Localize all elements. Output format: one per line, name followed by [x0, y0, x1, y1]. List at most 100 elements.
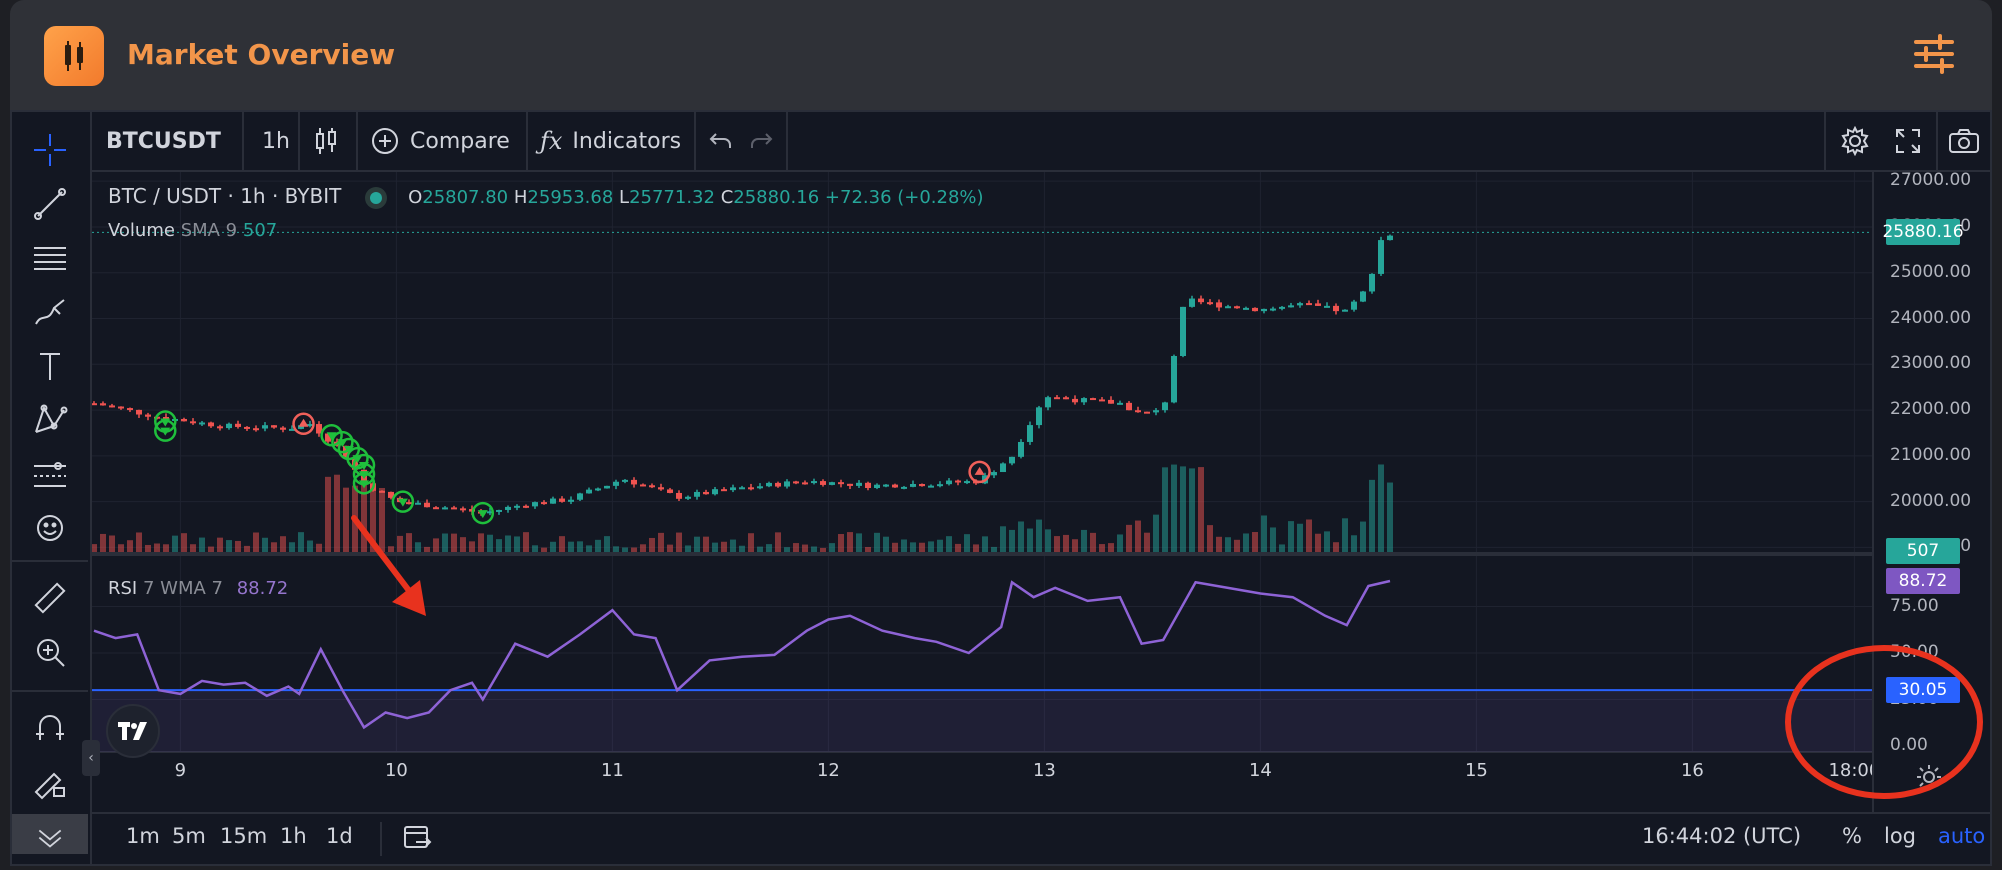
candle-body: [1324, 305, 1330, 308]
settings-icon: [1841, 126, 1869, 156]
candle-body: [1009, 456, 1015, 464]
volume-bar: [658, 532, 664, 552]
open-label: O: [408, 187, 423, 208]
interval-button[interactable]: 1h: [262, 128, 290, 154]
candle-body: [1279, 306, 1285, 309]
volume-bar: [730, 539, 736, 552]
lock-draw-icon[interactable]: [26, 760, 74, 804]
chart-type-button[interactable]: [312, 112, 340, 170]
candle-body: [280, 427, 286, 430]
tradingview-logo[interactable]: [106, 704, 160, 758]
settings-button[interactable]: [1840, 112, 1870, 170]
toolbar-divider: [356, 112, 358, 170]
candle-body: [991, 472, 997, 476]
signal-arrow: [160, 427, 171, 436]
candle-body: [1000, 463, 1006, 473]
compare-button[interactable]: Compare: [370, 112, 510, 170]
candle-body: [1180, 306, 1186, 357]
range-5m-button[interactable]: 5m: [172, 824, 206, 848]
candle-body: [451, 507, 457, 510]
trash-icon[interactable]: [12, 814, 88, 854]
undo-icon: [709, 133, 731, 148]
indicators-button[interactable]: ƒx Indicators: [540, 112, 681, 170]
date-range-button[interactable]: [402, 822, 432, 857]
filter-settings-icon[interactable]: [1912, 34, 1956, 74]
range-1m-button[interactable]: 1m: [126, 824, 160, 848]
trend-line-icon[interactable]: [26, 182, 74, 226]
percent-scale-button[interactable]: %: [1842, 824, 1862, 848]
candle-body: [1018, 441, 1024, 457]
volume-bar: [406, 533, 412, 552]
volume-bar: [109, 535, 115, 552]
candle-body: [820, 481, 826, 485]
volume-bar: [1252, 532, 1258, 552]
volume-bar: [289, 542, 295, 552]
price-chart[interactable]: 9 10 11 12 13 14 15 16 18:00: [92, 172, 1872, 812]
volume-bar: [1216, 536, 1222, 552]
volume-bar: [775, 532, 781, 552]
candle-body: [307, 424, 313, 427]
candle-body: [208, 422, 214, 427]
range-1h-button[interactable]: 1h: [280, 824, 307, 848]
collapse-toolbar-handle[interactable]: ‹: [82, 740, 100, 776]
volume-bar: [370, 483, 376, 552]
fullscreen-button[interactable]: [1894, 112, 1922, 170]
brush-icon[interactable]: [26, 290, 74, 334]
redo-button[interactable]: [748, 112, 774, 170]
candle-body: [1153, 410, 1159, 413]
volume-bar: [1180, 466, 1186, 552]
volume-bar: [100, 533, 106, 552]
crosshair-icon[interactable]: [26, 128, 74, 172]
volume-bar: [172, 535, 178, 552]
volume-bar: [1387, 482, 1393, 552]
time-tick-label: 11: [601, 760, 624, 781]
volume-bar: [1018, 521, 1024, 552]
volume-bar: [145, 544, 151, 552]
app-header: Market Overview: [10, 0, 1992, 110]
range-15m-button[interactable]: 15m: [220, 824, 268, 848]
candle-body: [1198, 298, 1204, 303]
time-tick-label: 14: [1249, 760, 1272, 781]
candle-body: [1225, 306, 1231, 309]
clock-time[interactable]: 16:44:02 (UTC): [1642, 824, 1802, 848]
auto-scale-button[interactable]: auto: [1938, 824, 1986, 848]
magnet-icon[interactable]: [26, 706, 74, 750]
range-1d-button[interactable]: 1d: [326, 824, 353, 848]
volume-bar: [1225, 537, 1231, 552]
screenshot-button[interactable]: [1948, 112, 1980, 170]
candle-body: [1063, 397, 1069, 400]
pattern-icon[interactable]: [26, 398, 74, 442]
toolbar-divider: [1936, 112, 1938, 170]
chart-widget: BTCUSDT 1h Compare ƒx Indicators: [10, 110, 1992, 866]
volume-bar: [523, 532, 529, 552]
toolbar-divider: [380, 822, 382, 856]
candle-body: [433, 507, 439, 510]
candle-body: [739, 487, 745, 490]
candle-body: [1297, 303, 1303, 306]
volume-bar: [829, 543, 835, 552]
forecast-icon[interactable]: [26, 452, 74, 496]
volume-bar: [550, 541, 556, 552]
candle-body: [1360, 291, 1366, 302]
price-axis[interactable]: 27000.0026000.0025000.0024000.0023000.00…: [1785, 170, 1992, 812]
text-icon[interactable]: [26, 344, 74, 388]
toolbar-divider: [1824, 112, 1826, 170]
symbol-search-button[interactable]: BTCUSDT: [106, 128, 221, 154]
volume-bar: [820, 547, 826, 552]
ruler-icon[interactable]: [26, 576, 74, 620]
candle-body: [874, 484, 880, 489]
undo-button[interactable]: [708, 112, 734, 170]
zoom-in-icon[interactable]: [26, 630, 74, 674]
volume-bar: [451, 533, 457, 552]
candle-body: [604, 485, 610, 489]
high-value: 25953.68: [527, 187, 614, 208]
volume-bar: [757, 546, 763, 552]
fib-icon[interactable]: [26, 236, 74, 280]
volume-bar: [1081, 529, 1087, 552]
volume-bar: [595, 539, 601, 552]
emoji-icon[interactable]: [26, 506, 74, 550]
log-scale-button[interactable]: log: [1884, 824, 1917, 848]
open-value: 25807.80: [422, 187, 509, 208]
volume-bar: [496, 539, 502, 552]
candle-body: [118, 406, 124, 409]
